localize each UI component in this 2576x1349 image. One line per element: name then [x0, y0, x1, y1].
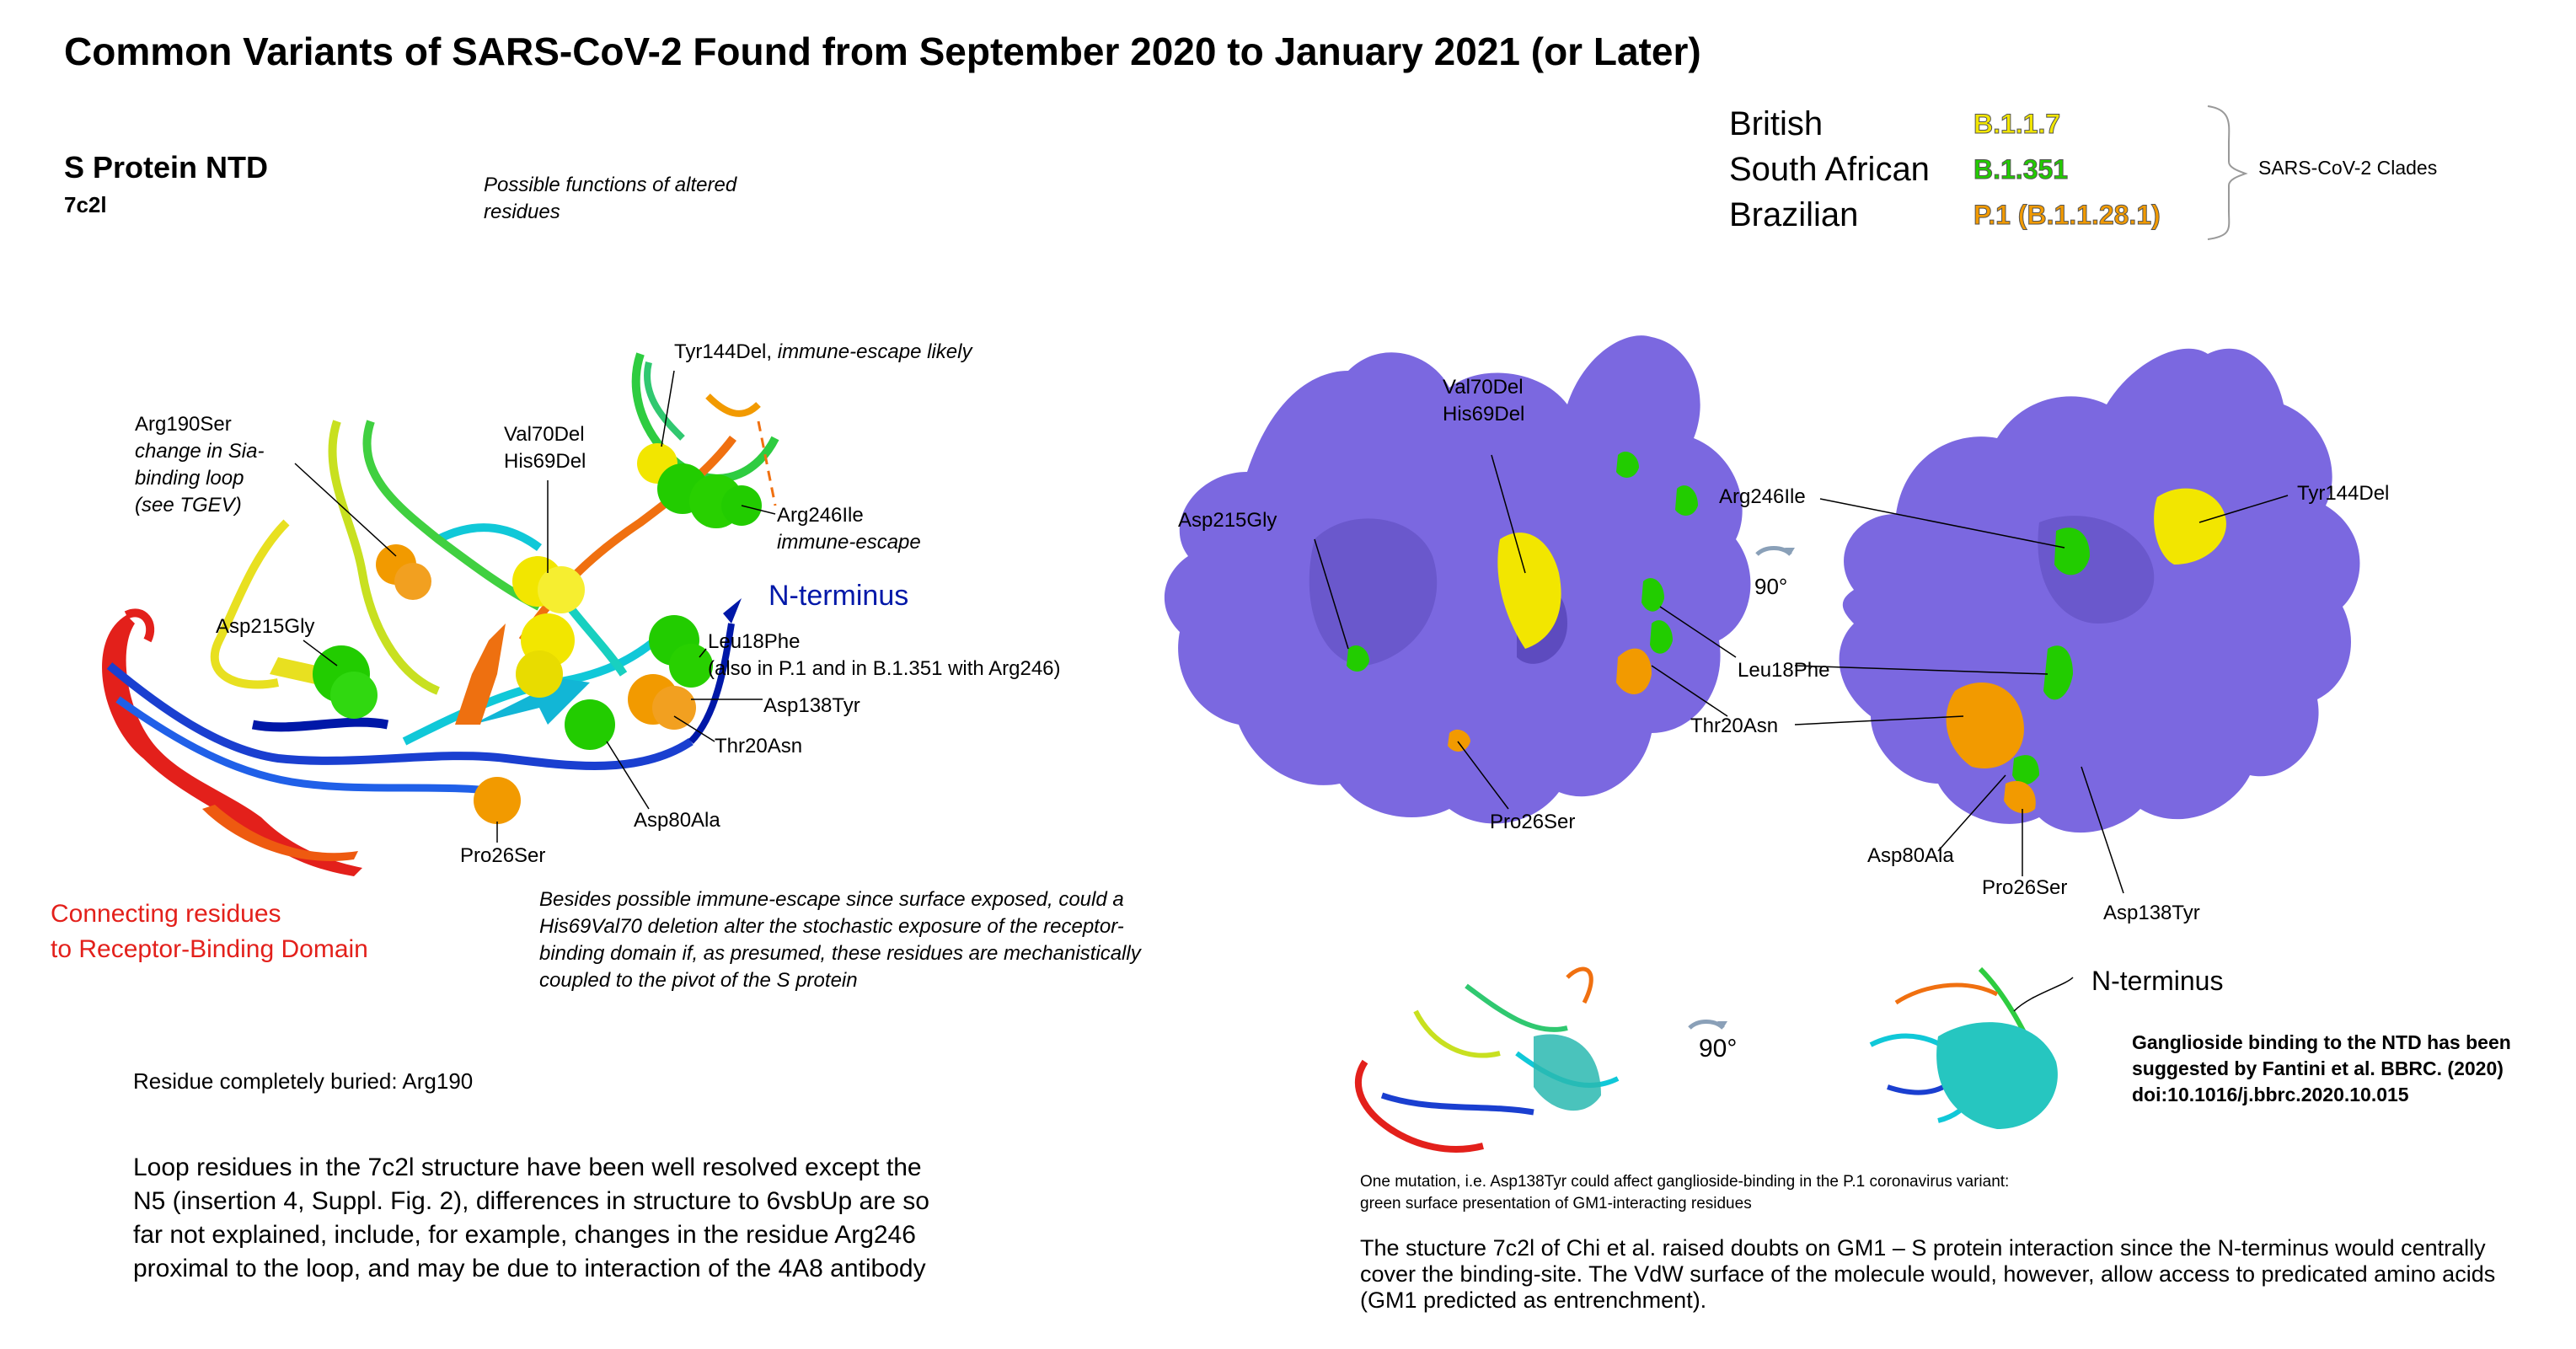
surf-label-tyr144: Tyr144Del: [2297, 482, 2390, 505]
legend-clade-code: B.1.351: [1973, 154, 2069, 185]
surf-label-val70-his69: Val70Del His69Del: [1443, 376, 1525, 426]
surf-label-arg246: Arg246Ile: [1719, 485, 1806, 508]
clade-legend: British B.1.1.7 South African B.1.351 Brazil…: [1729, 101, 2161, 238]
besides-note: Besides possible immune-escape since sur…: [539, 888, 1141, 992]
label-asp138: Asp138Tyr: [763, 694, 860, 717]
surf-label-asp80: Asp80Ala: [1867, 844, 1954, 867]
surf-label-pro26-b: Pro26Ser: [1982, 876, 2068, 899]
small-ribbon-b: [1869, 966, 2074, 1129]
surf-rotate-label: 90°: [1754, 574, 1788, 599]
pdb-id: 7c2l: [64, 192, 107, 217]
legend-clade-code: P.1 (B.1.1.28.1): [1974, 200, 2161, 231]
surf-label-leu18: Leu18Phe: [1738, 659, 1830, 682]
small-n-terminus: N-terminus: [2091, 966, 2224, 996]
surface-b: [1839, 348, 2360, 833]
structure-note: The stucture 7c2l of Chi et al. raised d…: [1360, 1235, 2496, 1313]
legend-country: South African: [1729, 151, 1930, 188]
label-arg190: Arg190Ser change in Sia- binding loop (s…: [135, 413, 265, 517]
label-thr20: Thr20Asn: [715, 735, 803, 757]
legend-country: Brazilian: [1729, 196, 1859, 233]
surface-a: [1164, 335, 1751, 824]
green-spheres: [313, 463, 762, 750]
surf-label-asp215: Asp215Gly: [1178, 509, 1277, 532]
small-ribbon-a: [1354, 966, 1620, 1153]
orange-spheres: [376, 544, 696, 824]
label-asp215: Asp215Gly: [216, 615, 315, 638]
label-arg246: Arg246Ile immune-escape: [777, 504, 921, 554]
loop-paragraph: Loop residues in the 7c2l structure have…: [133, 1154, 929, 1282]
label-n-terminus: N-terminus: [769, 580, 909, 612]
connecting-ribbon: [102, 615, 362, 876]
legend-clade-code: B.1.1.7: [1973, 109, 2061, 140]
label-val70-his69: Val70Del His69Del: [504, 423, 586, 473]
page-title: Common Variants of SARS-CoV-2 Found from…: [64, 29, 1701, 73]
legend-row: South African B.1.351: [1729, 147, 2161, 192]
panel-heading: S Protein NTD: [64, 150, 269, 185]
legend-row: Brazilian P.1 (B.1.1.28.1): [1729, 192, 2161, 238]
bracket-label: SARS-CoV-2 Clades: [2258, 157, 2438, 179]
label-pro26: Pro26Ser: [460, 844, 546, 867]
label-asp80: Asp80Ala: [634, 809, 720, 832]
buried-note: Residue completely buried: Arg190: [133, 1068, 474, 1094]
label-leu18: Leu18Phe (also in P.1 and in B.1.351 wit…: [708, 630, 1061, 680]
legend-row: British B.1.1.7: [1729, 101, 2161, 147]
legend-country: British: [1729, 105, 1824, 142]
connecting-residues-label: Connecting residues to Receptor-Binding …: [51, 900, 368, 963]
surf-label-pro26: Pro26Ser: [1490, 811, 1576, 833]
ganglioside-note: Ganglioside binding to the NTD has been …: [2132, 1031, 2511, 1105]
small-rotate-label: 90°: [1699, 1035, 1738, 1063]
surf-label-asp138: Asp138Tyr: [2103, 902, 2200, 924]
mutation-note: One mutation, i.e. Asp138Tyr could affec…: [1360, 1173, 2010, 1212]
label-tyr144: Tyr144Del, immune-escape likely: [674, 340, 972, 363]
surf-label-thr20: Thr20Asn: [1690, 715, 1779, 737]
functions-note: Possible functions of altered residues: [484, 174, 737, 223]
